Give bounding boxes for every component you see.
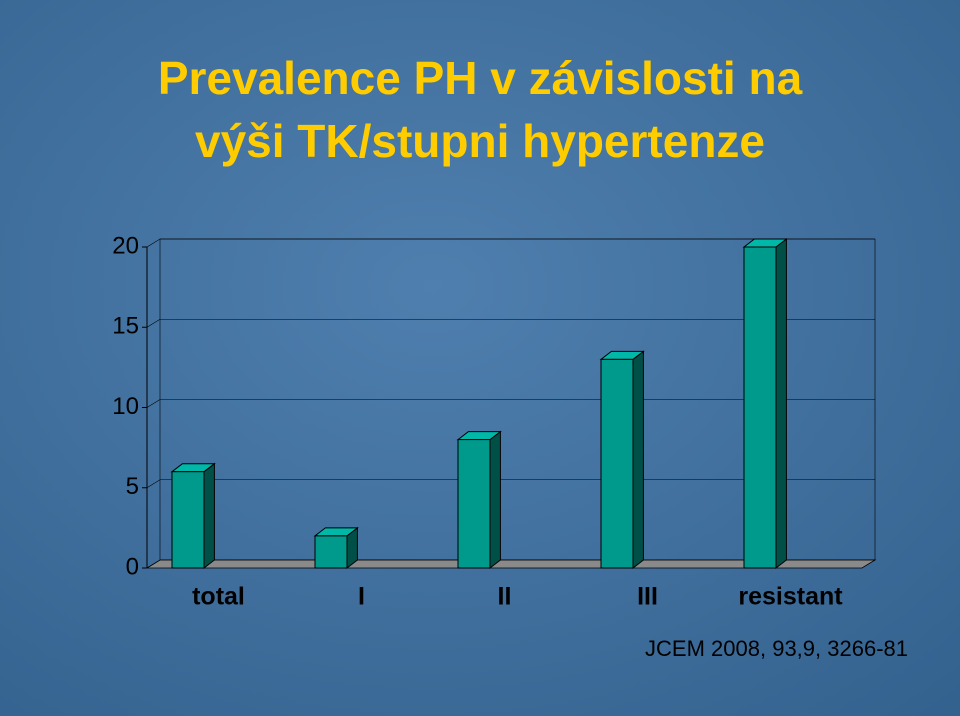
x-tick-label: resistant [738,583,843,611]
bar-side [203,462,215,570]
bar [314,535,348,569]
y-tick-label: 20 [112,232,139,259]
y-tick-label: 5 [126,473,139,500]
title-line: výši TK/stupni hypertenze [195,115,765,167]
bar [600,358,634,569]
bar-side [632,350,644,570]
x-tick-label: III [637,583,658,611]
y-tick-label: 10 [112,393,139,420]
bar [171,471,205,569]
bar [743,246,777,569]
source-note: JCEM 2008, 93,9, 3266-81 [645,636,908,661]
y-tick-label: 15 [112,313,139,340]
bar [457,439,491,569]
grid-line [146,238,875,248]
title-line: Prevalence PH v závislosti na [158,52,803,104]
y-tick-label: 0 [126,553,139,580]
bar-side [489,430,501,570]
x-tick-label: total [192,583,245,611]
x-tick-label: II [498,583,512,611]
bar-side [775,237,787,570]
grid-line [146,318,875,328]
x-tick-label: I [358,583,365,611]
